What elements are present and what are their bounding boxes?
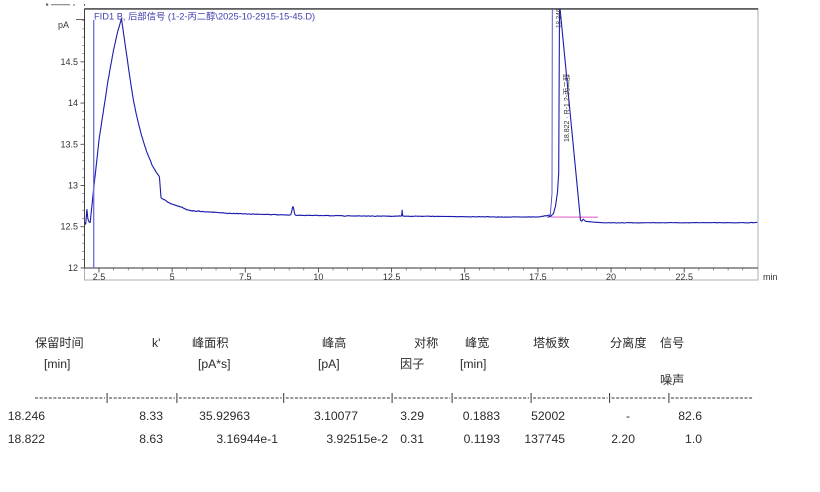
svg-text:137745: 137745 <box>524 432 565 446</box>
svg-text:k': k' <box>152 336 160 350</box>
svg-text:35.92963: 35.92963 <box>199 409 250 423</box>
svg-text:22.5: 22.5 <box>675 272 693 282</box>
svg-text:噪声: 噪声 <box>660 373 684 387</box>
svg-text:峰高: 峰高 <box>322 335 346 350</box>
svg-text:12.5: 12.5 <box>383 272 401 282</box>
svg-text:18.246: 18.246 <box>8 409 45 423</box>
svg-text:峰宽: 峰宽 <box>465 335 489 350</box>
svg-text:min: min <box>763 272 778 282</box>
svg-text:17.5: 17.5 <box>529 272 547 282</box>
svg-text:[min]: [min] <box>44 357 70 371</box>
svg-text:13: 13 <box>68 180 78 190</box>
svg-text:12: 12 <box>68 263 78 273</box>
svg-text:8.33: 8.33 <box>139 409 163 423</box>
svg-text:0.31: 0.31 <box>400 432 424 446</box>
svg-text:分离度: 分离度 <box>610 335 647 350</box>
svg-text:12.5: 12.5 <box>60 222 78 232</box>
svg-text:2.20: 2.20 <box>611 432 635 446</box>
svg-text:15: 15 <box>460 272 470 282</box>
svg-text:14: 14 <box>68 98 78 108</box>
svg-text:2.5: 2.5 <box>93 272 106 282</box>
svg-text:3.16944e-1: 3.16944e-1 <box>216 432 278 446</box>
svg-text:峰面积: 峰面积 <box>192 336 229 350</box>
svg-text:pA: pA <box>58 20 69 30</box>
svg-text:52002: 52002 <box>531 409 565 423</box>
svg-text:18.822: 18.822 <box>8 432 45 446</box>
svg-text:10: 10 <box>313 272 323 282</box>
svg-text:0.1883: 0.1883 <box>463 409 500 423</box>
svg-text:82.6: 82.6 <box>678 409 702 423</box>
svg-text:3.10077: 3.10077 <box>314 409 358 423</box>
svg-text:8.63: 8.63 <box>139 432 163 446</box>
svg-text:FID1 B, 后部信号 (1-2-丙二醇\2025-10-: FID1 B, 后部信号 (1-2-丙二醇\2025-10-2915-15-45… <box>94 11 315 22</box>
svg-text:信号: 信号 <box>660 336 684 350</box>
svg-text:14.5: 14.5 <box>60 57 78 67</box>
svg-text:13.5: 13.5 <box>60 139 78 149</box>
svg-text:-: - <box>626 409 630 423</box>
svg-text:对称: 对称 <box>414 336 438 350</box>
svg-text:5: 5 <box>170 272 175 282</box>
svg-text:7.5: 7.5 <box>239 272 252 282</box>
svg-text:塔板数: 塔板数 <box>533 335 570 350</box>
svg-text:[pA*s]: [pA*s] <box>198 357 231 371</box>
svg-text:3.92515e-2: 3.92515e-2 <box>326 432 388 446</box>
svg-text:保留时间: 保留时间 <box>35 336 84 350</box>
svg-text:1.0: 1.0 <box>685 432 702 446</box>
svg-text:[pA]: [pA] <box>318 357 340 371</box>
svg-text:20: 20 <box>606 272 616 282</box>
svg-text:3.29: 3.29 <box>400 409 424 423</box>
svg-text:18.246: 18.246 <box>556 8 563 28</box>
svg-text:因子: 因子 <box>400 357 424 371</box>
svg-text:[min]: [min] <box>460 357 486 371</box>
svg-text:0.1193: 0.1193 <box>464 432 501 446</box>
svg-text:18.822 · R-1,2-丙二醇: 18.822 · R-1,2-丙二醇 <box>562 74 571 142</box>
